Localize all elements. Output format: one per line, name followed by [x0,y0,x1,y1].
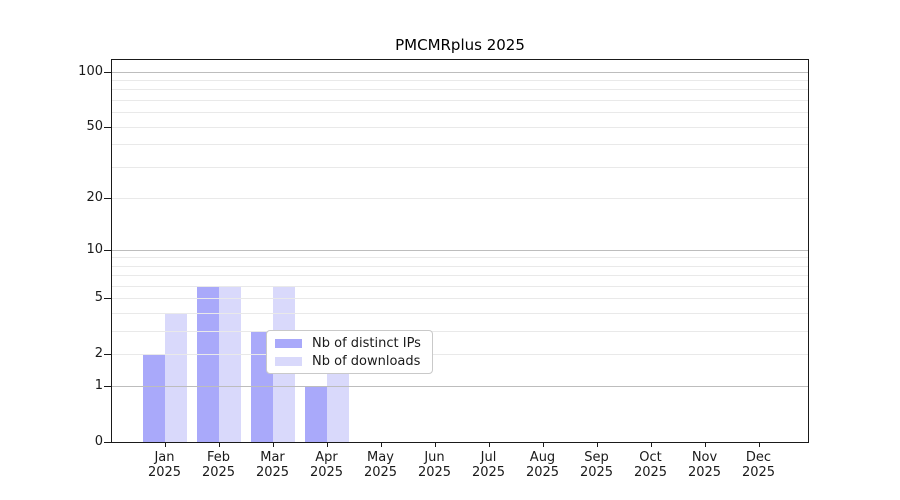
x-tick-label-line: 2025 [363,465,398,480]
x-tick-mark [218,442,220,447]
x-tick-label-line: Mar [260,450,285,465]
x-tick-label: Feb 2025 [189,450,249,480]
minor-gridline [112,265,808,267]
y-tick-mark [104,386,111,388]
y-tick-label: 1 [94,378,103,394]
x-tick-label-line: Jun [424,450,445,465]
minor-gridline [112,298,808,300]
y-tick-label: 0 [94,434,103,449]
x-tick-label-line: May [367,450,394,465]
x-tick-label-line: Apr [315,450,338,465]
y-tick-mark [104,442,111,443]
x-tick-label-line: Feb [206,450,231,465]
minor-gridline [112,100,808,102]
y-tick-mark [104,197,111,199]
x-tick-label-line: 2025 [201,465,236,480]
x-tick-label-line: 2025 [525,465,560,480]
minor-gridline [112,89,808,91]
y-tick-label: 50 [86,118,103,134]
y-tick-mark [104,249,111,251]
x-tick-mark [704,442,706,447]
x-tick-label-line: Sep [584,450,609,465]
x-tick-label-line: 2025 [633,465,668,480]
x-tick-label-line: 2025 [579,465,614,480]
x-tick-label: Sep 2025 [567,450,627,480]
x-tick-label-line: Aug [529,450,556,465]
x-tick-mark [164,442,166,447]
minor-gridline [112,197,808,199]
minor-gridline [112,144,808,146]
minor-gridline [112,353,808,355]
legend-item: Nb of distinct IPs [275,336,424,351]
bar-distinct-ips [142,353,165,442]
x-tick-label: Aug 2025 [513,450,573,480]
x-tick-label-line: Dec [745,450,772,465]
chart-title: PMCMRplus 2025 [395,36,525,54]
x-tick-mark [326,442,328,447]
y-tick-label: 20 [86,189,103,205]
x-tick-label-line: 2025 [255,465,290,480]
minor-gridline [112,285,808,287]
minor-gridline [112,257,808,259]
y-tick-mark [104,71,111,73]
y-tick-mark [104,353,111,355]
bar-distinct-ips [196,285,219,442]
minor-gridline [112,126,808,128]
x-tick-label: May 2025 [351,450,411,480]
y-tick-mark [104,298,111,300]
x-tick-label-line: 2025 [741,465,776,480]
bar-downloads [164,312,187,442]
minor-gridline [112,112,808,114]
minor-gridline [112,330,808,332]
x-tick-label-line: 2025 [471,465,506,480]
x-tick-label: Oct 2025 [621,450,681,480]
major-gridline [112,71,808,73]
x-tick-label-line: Oct [639,450,662,465]
plot-area [111,59,809,443]
x-tick-label: Apr 2025 [297,450,357,480]
x-tick-label-line: 2025 [147,465,182,480]
y-tick-label: 5 [94,290,103,306]
x-tick-label-line: Jul [480,450,497,465]
legend: Nb of distinct IPs Nb of downloads [266,330,433,374]
x-tick-label-line: Jan [154,450,175,465]
bar-downloads [326,353,349,442]
bar-downloads [218,285,241,442]
x-tick-label: Jul 2025 [459,450,519,480]
x-tick-mark [488,442,490,447]
x-tick-mark [758,442,760,447]
y-tick-mark [104,126,111,128]
bar-distinct-ips [304,386,327,442]
x-tick-mark [434,442,436,447]
y-tick-label: 100 [78,63,103,79]
x-tick-label-line: Nov [691,450,718,465]
legend-item: Nb of downloads [275,354,424,369]
major-gridline [112,386,808,388]
minor-gridline [112,80,808,82]
legend-label: Nb of distinct IPs [312,335,421,351]
major-gridline [112,249,808,251]
x-tick-label: Jan 2025 [135,450,195,480]
x-tick-mark [380,442,382,447]
legend-swatch [275,356,302,366]
legend-swatch [275,338,302,348]
x-tick-mark [650,442,652,447]
x-tick-mark [596,442,598,447]
x-tick-label: Jun 2025 [405,450,465,480]
x-tick-label-line: 2025 [687,465,722,480]
minor-gridline [112,166,808,168]
y-tick-label: 10 [86,241,103,257]
x-tick-mark [542,442,544,447]
x-tick-label: Mar 2025 [243,450,303,480]
x-tick-label-line: 2025 [417,465,452,480]
legend-label: Nb of downloads [312,353,421,369]
x-tick-label: Dec 2025 [729,450,789,480]
minor-gridline [112,275,808,277]
x-tick-mark [272,442,274,447]
minor-gridline [112,312,808,314]
x-tick-label-line: 2025 [309,465,344,480]
x-tick-label: Nov 2025 [675,450,735,480]
y-tick-label: 2 [94,345,103,361]
